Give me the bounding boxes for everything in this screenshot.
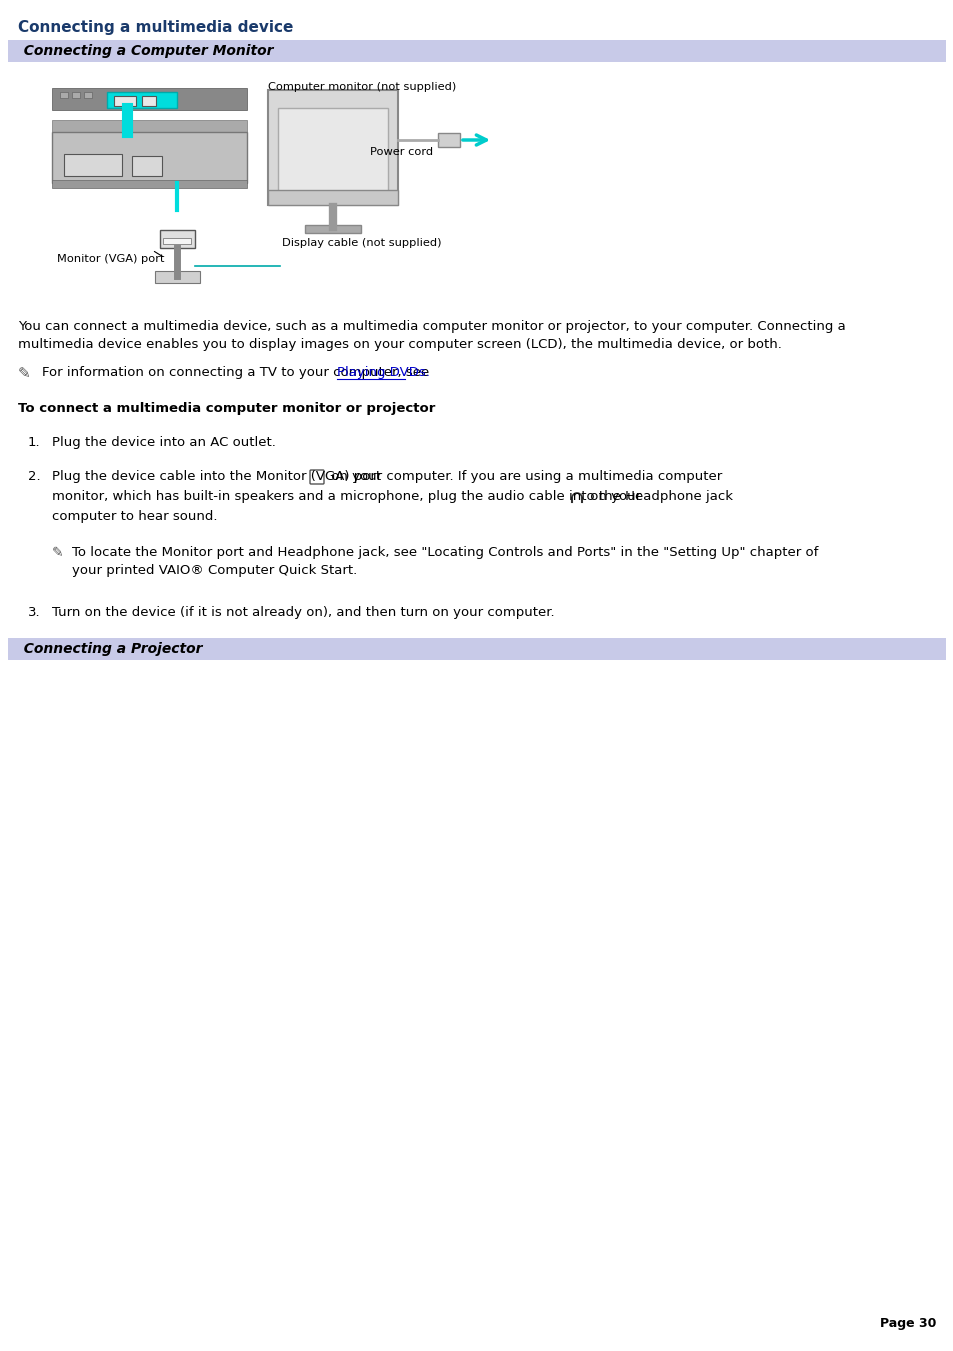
Bar [52,180,247,188]
Text: multimedia device enables you to display images on your computer screen (LCD), t: multimedia device enables you to display… [18,338,781,351]
Text: Computer monitor (not supplied): Computer monitor (not supplied) [268,82,456,92]
Text: Power cord: Power cord [370,147,433,157]
Text: Plug the device into an AC outlet.: Plug the device into an AC outlet. [52,436,275,449]
Text: Turn on the device (if it is not already on), and then turn on your computer.: Turn on the device (if it is not already… [52,607,554,619]
Text: computer to hear sound.: computer to hear sound. [52,509,217,523]
Text: on your computer. If you are using a multimedia computer: on your computer. If you are using a mul… [327,470,721,484]
Text: You can connect a multimedia device, such as a multimedia computer monitor or pr: You can connect a multimedia device, suc… [18,320,845,332]
Text: Connecting a multimedia device: Connecting a multimedia device [18,20,294,35]
Bar [64,154,122,176]
Bar [8,638,945,661]
Text: 1.: 1. [28,436,41,449]
Bar [154,272,200,282]
Text: Plug the device cable into the Monitor (VGA) port: Plug the device cable into the Monitor (… [52,470,385,484]
Bar [8,41,945,62]
Bar [268,91,397,205]
Text: monitor, which has built-in speakers and a microphone, plug the audio cable into: monitor, which has built-in speakers and… [52,490,737,503]
Text: ✎: ✎ [52,546,64,561]
Bar [71,92,80,99]
Text: ✎: ✎ [18,366,30,381]
Bar [277,108,388,195]
Bar [52,88,247,109]
Text: 2.: 2. [28,470,41,484]
Text: 3.: 3. [28,607,41,619]
Text: To connect a multimedia computer monitor or projector: To connect a multimedia computer monitor… [18,403,435,415]
Bar [84,92,91,99]
Text: Page 30: Page 30 [879,1317,935,1329]
Text: Display cable (not supplied): Display cable (not supplied) [282,238,441,249]
Bar [160,230,194,249]
Text: Playing DVDs.: Playing DVDs. [337,366,430,380]
Bar [107,92,177,108]
Bar [305,226,360,232]
Bar [60,92,68,99]
Bar [268,190,397,205]
Bar [437,132,459,147]
Bar [113,96,136,105]
FancyBboxPatch shape [310,470,324,484]
Text: Connecting a Projector: Connecting a Projector [14,642,202,657]
Bar [52,120,247,132]
Text: To locate the Monitor port and Headphone jack, see "Locating Controls and Ports": To locate the Monitor port and Headphone… [71,546,818,559]
Bar [132,155,162,176]
Bar [52,132,247,182]
Text: Monitor (VGA) port: Monitor (VGA) port [57,254,164,263]
Bar [163,238,191,245]
Text: your printed VAIO® Computer Quick Start.: your printed VAIO® Computer Quick Start. [71,563,356,577]
Bar [142,96,156,105]
Text: on your: on your [585,490,640,503]
Text: Connecting a Computer Monitor: Connecting a Computer Monitor [14,45,274,58]
Text: For information on connecting a TV to your computer, see: For information on connecting a TV to yo… [42,366,433,380]
